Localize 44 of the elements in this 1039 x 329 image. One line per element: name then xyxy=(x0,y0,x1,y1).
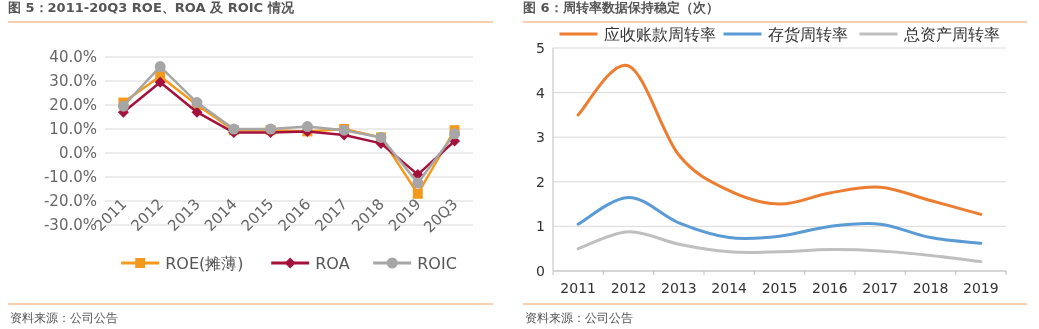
x-tick-label: 2013 xyxy=(661,280,697,296)
legend-label: 存货周转率 xyxy=(767,25,848,44)
point xyxy=(154,61,166,73)
point xyxy=(117,100,129,112)
y-tick-label: 10.0% xyxy=(49,120,97,138)
point xyxy=(449,128,461,140)
legend-label: ROE(摊薄) xyxy=(165,254,244,273)
y-tick-label: 5 xyxy=(536,40,545,56)
point xyxy=(412,177,424,189)
legend-label: ROA xyxy=(315,254,350,273)
line-series xyxy=(576,230,983,264)
x-tick-label: 2012 xyxy=(610,280,647,296)
x-tick-label: 2015 xyxy=(761,280,798,296)
text: 资料来源：公司公告 xyxy=(10,311,118,325)
x-tick-label: 2016 xyxy=(812,280,848,296)
x-tick-label: 2014 xyxy=(711,280,748,296)
text: 资料来源：公司公告 xyxy=(525,311,633,325)
chart-title: 图 5：2011-20Q3 ROE、ROA 及 ROIC 情况 xyxy=(8,0,295,15)
line-series xyxy=(576,195,983,245)
point xyxy=(301,121,313,133)
y-tick-label: 2 xyxy=(536,173,545,190)
y-tick-label: -30.0% xyxy=(43,216,97,234)
y-tick-label: 0 xyxy=(536,263,545,279)
legend-label: ROIC xyxy=(417,254,457,273)
y-tick-label: 1 xyxy=(536,218,545,235)
legend-label: 总资产周转率 xyxy=(902,25,1000,44)
y-tick-label: 40.0% xyxy=(49,48,97,66)
x-tick-label: 2018 xyxy=(912,280,949,296)
y-tick-label: 4 xyxy=(536,84,546,101)
y-tick-label: 20.0% xyxy=(49,96,97,114)
chart-title: 图 6：周转率数据保持稳定（次） xyxy=(523,0,719,15)
legend-label: 应收账款周转率 xyxy=(603,25,716,44)
x-tick-label: 2017 xyxy=(862,280,898,296)
point xyxy=(412,188,423,199)
y-tick-label: 3 xyxy=(536,129,545,146)
y-tick-label: 30.0% xyxy=(49,72,97,90)
point xyxy=(191,106,203,118)
y-tick-label: 0.0% xyxy=(58,144,97,162)
x-tick-label: 2011 xyxy=(560,280,596,296)
y-tick-label: -20.0% xyxy=(43,192,97,210)
x-tick-label: 2019 xyxy=(963,280,999,296)
line-series xyxy=(576,63,983,216)
point xyxy=(154,76,166,88)
y-tick-label: -10.0% xyxy=(43,168,97,186)
